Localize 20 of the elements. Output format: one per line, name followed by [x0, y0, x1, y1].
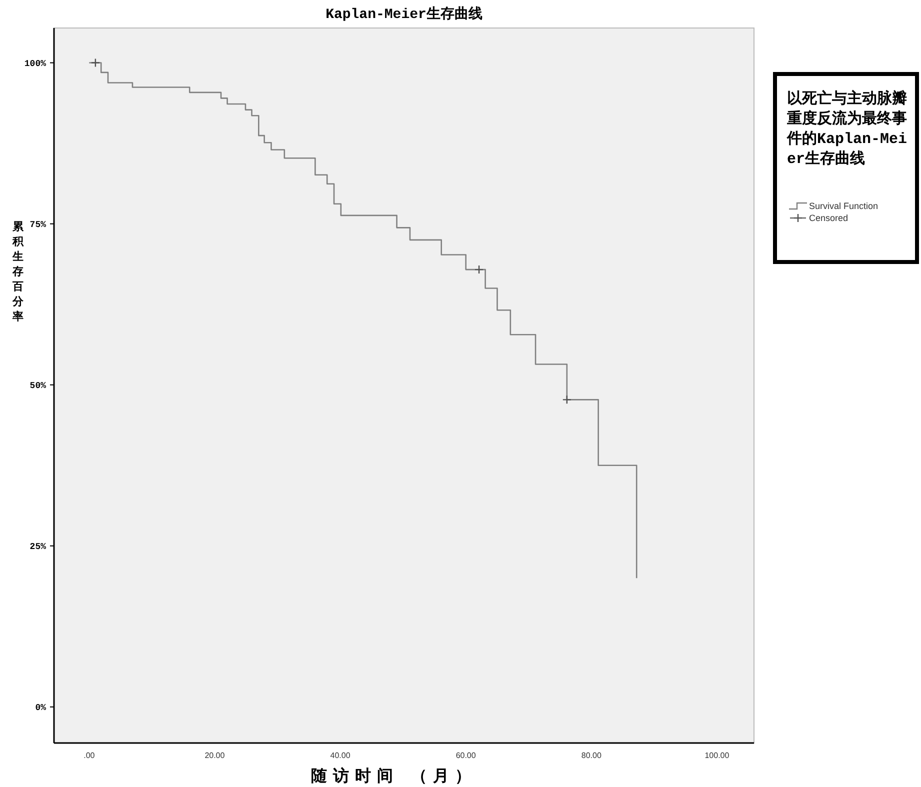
x-tick-label: 80.00 — [581, 751, 602, 760]
y-tick-label: 100% — [24, 58, 47, 69]
point — [562, 395, 572, 404]
legend-label: Censored — [809, 213, 848, 223]
x-tick-label: 20.00 — [204, 751, 226, 760]
y-tick-label: 0% — [35, 702, 47, 713]
legend-label: Survival Function — [809, 201, 878, 211]
y-tick-label: 50% — [30, 380, 47, 391]
x-tick-label: 100.00 — [704, 751, 730, 760]
y-axis-title: 累积生存百分率 — [12, 220, 24, 323]
chart-title: Kaplan-Meier生存曲线 — [326, 6, 482, 23]
x-tick-label: .00 — [84, 751, 96, 760]
point — [90, 58, 100, 68]
legend-title: 以死亡与主动脉瓣重度反流为最终事件的Kaplan-Meier生存曲线 — [787, 90, 908, 170]
point — [474, 264, 484, 274]
x-axis-title: 随访时间 （月） — [311, 766, 477, 785]
y-tick-label: 75% — [30, 220, 47, 230]
y-tick-label: 25% — [30, 542, 47, 552]
x-tick-label: 60.00 — [456, 751, 476, 760]
x-tick-label: 40.00 — [330, 751, 351, 760]
